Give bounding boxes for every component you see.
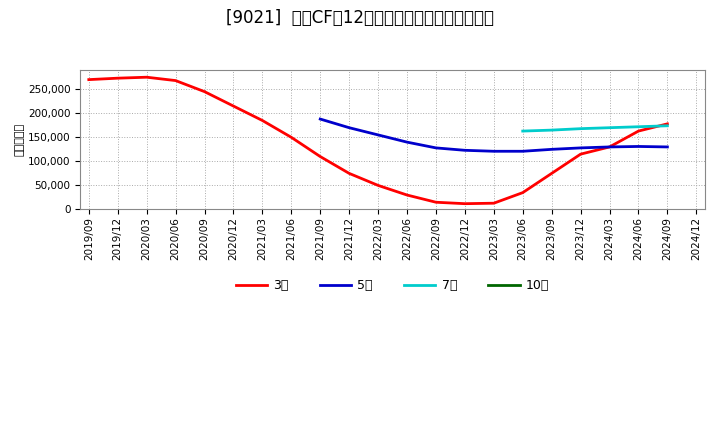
3年 [461, 201, 469, 206]
3年 [229, 103, 238, 109]
5年 [461, 148, 469, 153]
3年 [374, 183, 382, 188]
3年 [547, 171, 556, 176]
3年 [490, 201, 498, 206]
5年 [576, 145, 585, 150]
Line: 7年: 7年 [523, 126, 667, 131]
7年 [634, 124, 643, 129]
5年 [518, 149, 527, 154]
Line: 3年: 3年 [89, 77, 667, 204]
3年 [606, 144, 614, 150]
Line: 5年: 5年 [320, 119, 667, 151]
3年 [518, 190, 527, 195]
3年 [287, 135, 296, 140]
7年 [576, 126, 585, 131]
Y-axis label: （百万円）: （百万円） [15, 123, 25, 156]
3年 [316, 154, 325, 159]
5年 [431, 145, 440, 150]
3年 [84, 77, 93, 82]
5年 [345, 125, 354, 130]
3年 [171, 78, 180, 83]
7年 [663, 123, 672, 128]
5年 [490, 149, 498, 154]
5年 [374, 132, 382, 138]
5年 [663, 144, 672, 150]
7年 [547, 128, 556, 133]
Text: [9021]  営業CFの12か月移動合計の平均値の推移: [9021] 営業CFの12か月移動合計の平均値の推移 [226, 9, 494, 27]
5年 [606, 144, 614, 150]
3年 [431, 200, 440, 205]
5年 [634, 144, 643, 149]
3年 [114, 76, 122, 81]
7年 [518, 128, 527, 134]
5年 [316, 117, 325, 122]
3年 [634, 128, 643, 134]
3年 [258, 118, 266, 123]
3年 [345, 171, 354, 176]
3年 [200, 89, 209, 94]
3年 [143, 74, 151, 80]
Legend: 3年, 5年, 7年, 10年: 3年, 5年, 7年, 10年 [231, 274, 554, 297]
3年 [576, 151, 585, 157]
7年 [606, 125, 614, 130]
5年 [547, 147, 556, 152]
3年 [663, 121, 672, 126]
3年 [402, 192, 411, 198]
5年 [402, 139, 411, 145]
